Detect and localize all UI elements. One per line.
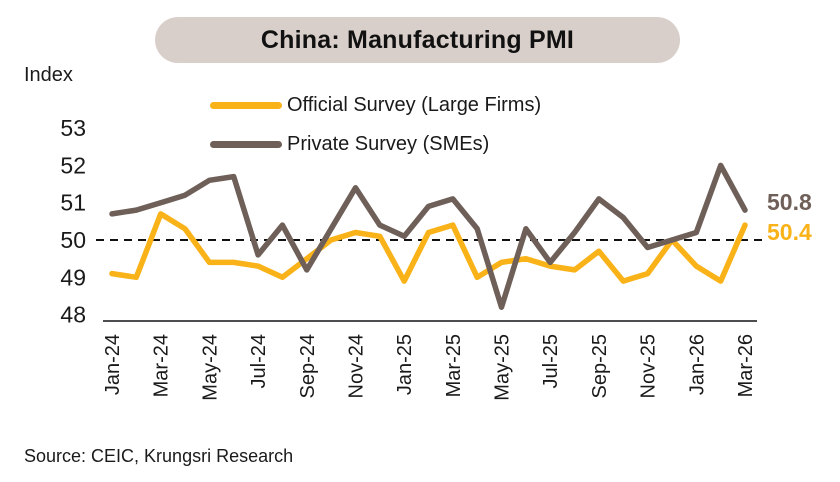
private-series-swatch bbox=[210, 141, 282, 148]
x-tick-label: Jan-26 bbox=[686, 334, 708, 395]
x-tick-label: Mar-26 bbox=[735, 334, 757, 397]
source-note: Source: CEIC, Krungsri Research bbox=[24, 446, 294, 466]
x-tick-label: Mar-25 bbox=[443, 334, 465, 397]
y-tick-label: 49 bbox=[60, 264, 86, 290]
x-tick-label: Jan-25 bbox=[394, 334, 416, 395]
legend: Official Survey (Large Firms) Private Su… bbox=[210, 86, 541, 164]
x-tick-label: May-25 bbox=[492, 334, 514, 401]
x-tick-label: Nov-24 bbox=[345, 334, 367, 398]
x-tick-label: Jul-25 bbox=[540, 334, 562, 388]
official-series-line bbox=[109, 211, 748, 284]
x-tick-label: Jul-24 bbox=[248, 334, 270, 388]
x-tick-label: Nov-25 bbox=[638, 334, 660, 398]
legend-label-private: Private Survey (SMEs) bbox=[287, 133, 490, 155]
legend-item-private: Private Survey (SMEs) bbox=[210, 125, 541, 164]
y-axis-title: Index bbox=[24, 64, 73, 86]
legend-label-official: Official Survey (Large Firms) bbox=[287, 94, 542, 116]
x-tick-label: Mar-24 bbox=[151, 334, 173, 397]
x-tick-label: Sep-24 bbox=[297, 334, 319, 399]
private-end-value: 50.8 bbox=[767, 189, 812, 215]
chart-title-pill: China: Manufacturing PMI bbox=[155, 17, 680, 63]
chart-title: China: Manufacturing PMI bbox=[260, 25, 575, 54]
y-tick-label: 51 bbox=[60, 190, 86, 216]
y-tick-label: 53 bbox=[60, 115, 86, 141]
y-tick-label: 48 bbox=[60, 302, 86, 328]
x-tick-label: Jan-24 bbox=[102, 334, 124, 395]
y-tick-label: 52 bbox=[60, 152, 86, 178]
legend-item-official: Official Survey (Large Firms) bbox=[210, 86, 541, 125]
x-tick-label: Sep-25 bbox=[589, 334, 611, 399]
x-tick-label: May-24 bbox=[199, 334, 221, 401]
y-tick-label: 50 bbox=[60, 227, 86, 253]
private-series-line bbox=[109, 162, 748, 310]
official-series-swatch bbox=[210, 102, 282, 109]
official-end-value: 50.4 bbox=[767, 219, 812, 245]
